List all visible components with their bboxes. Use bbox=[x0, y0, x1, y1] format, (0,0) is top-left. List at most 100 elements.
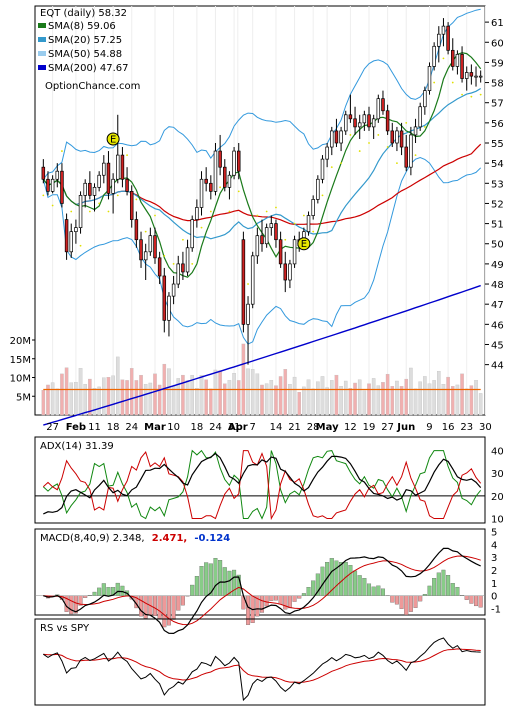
volume-bar bbox=[236, 380, 241, 416]
bollinger-bands bbox=[42, 8, 482, 345]
parabolic-dot bbox=[200, 226, 203, 229]
parabolic-dot bbox=[237, 190, 240, 193]
volume-bar bbox=[316, 381, 320, 416]
volume-bar bbox=[92, 388, 97, 416]
candle-body bbox=[385, 110, 390, 132]
volume-bar bbox=[367, 383, 371, 416]
x-tick-label: 16 bbox=[442, 422, 455, 433]
volume-bar bbox=[167, 368, 171, 416]
volume-bar bbox=[125, 380, 129, 416]
parabolic-dot bbox=[154, 214, 156, 217]
volume-bar bbox=[106, 377, 111, 416]
candle-body bbox=[250, 255, 255, 305]
macd-histogram-bar bbox=[269, 595, 274, 601]
candle-body bbox=[334, 130, 339, 144]
volume-bar bbox=[246, 368, 250, 416]
parabolic-dot bbox=[228, 210, 231, 213]
volume-bar bbox=[129, 368, 134, 416]
candle-body bbox=[153, 235, 157, 259]
candle-body bbox=[395, 130, 399, 144]
parabolic-dot bbox=[61, 150, 63, 152]
volume-bar bbox=[50, 382, 55, 416]
parabolic-dot bbox=[247, 283, 249, 285]
candle-body bbox=[399, 130, 404, 148]
candles bbox=[41, 18, 483, 365]
candle-body bbox=[423, 90, 427, 108]
price-tick-label: 51 bbox=[491, 220, 504, 231]
volume-bar bbox=[320, 376, 325, 416]
parabolic-dot bbox=[396, 162, 398, 165]
price-tick-label: 50 bbox=[491, 240, 504, 251]
macd-histogram-bar bbox=[464, 595, 469, 600]
watermark: OptionChance.com bbox=[45, 81, 140, 92]
volume-bar bbox=[78, 368, 83, 416]
volume-bar bbox=[190, 374, 194, 416]
legend-label-sma8: SMA(8) 59.06 bbox=[48, 21, 116, 32]
volume-bar bbox=[143, 384, 148, 416]
candle-body bbox=[83, 182, 87, 196]
x-tick-label: 19 bbox=[363, 422, 376, 433]
candle-body bbox=[437, 33, 441, 47]
candle-body bbox=[134, 219, 139, 241]
candle-body bbox=[474, 75, 478, 78]
x-tick-label: 9 bbox=[426, 422, 432, 433]
plus-di-line bbox=[42, 449, 482, 520]
candle-body bbox=[441, 25, 446, 35]
macd-histogram-bar bbox=[436, 572, 441, 596]
volume-bar bbox=[227, 380, 232, 416]
adx-tick-label: 10 bbox=[491, 514, 504, 525]
candle-body bbox=[316, 178, 320, 200]
candle-body bbox=[116, 154, 120, 180]
macd-histogram-bar bbox=[450, 583, 455, 596]
macd-histogram-bar bbox=[287, 595, 292, 609]
macd-tick-label: 4 bbox=[491, 540, 497, 551]
parabolic-dot bbox=[433, 81, 436, 84]
volume-bar bbox=[213, 369, 218, 416]
parabolic-dot bbox=[479, 93, 482, 96]
bollinger-upper-line bbox=[42, 8, 481, 180]
volume-bar bbox=[399, 386, 404, 416]
macd-histogram-bar bbox=[390, 595, 395, 603]
macd-histogram-bar bbox=[152, 595, 158, 616]
legend-label-sma20: SMA(20) 57.25 bbox=[48, 35, 122, 46]
candle-body bbox=[102, 162, 106, 176]
macd-lines: -1 0 1 2 3 45 bbox=[35, 528, 501, 635]
candle-body bbox=[339, 130, 343, 144]
candle-body bbox=[348, 114, 353, 120]
legend-label-sma50: SMA(50) 54.88 bbox=[48, 49, 122, 60]
volume-bar bbox=[334, 374, 339, 416]
parabolic-dot bbox=[275, 206, 277, 209]
candle-body bbox=[223, 166, 227, 188]
volume-bar bbox=[343, 380, 348, 416]
volume-bar bbox=[478, 393, 483, 416]
macd-title: MACD(8,40,9) 2.348, 2.471, -0.124 bbox=[40, 533, 230, 544]
candle-body bbox=[143, 251, 148, 261]
x-tick-label: 31 bbox=[228, 422, 241, 433]
volume-bar bbox=[218, 370, 222, 416]
rs-title: RS vs SPY bbox=[40, 623, 90, 634]
volume-bar bbox=[376, 385, 381, 416]
volume-bar bbox=[185, 380, 190, 416]
macd-histogram-bar bbox=[320, 566, 325, 596]
parabolic-dot bbox=[42, 194, 45, 197]
price-tick-label: 60 bbox=[491, 38, 504, 49]
parabolic-dot bbox=[265, 210, 268, 213]
candle-body bbox=[288, 263, 292, 281]
candle-body bbox=[232, 150, 236, 176]
volume-bar bbox=[250, 369, 255, 416]
volume-bar bbox=[195, 388, 199, 416]
macd-histogram-bar bbox=[408, 595, 413, 612]
volume-bar bbox=[148, 382, 153, 416]
candle-body bbox=[246, 303, 250, 325]
macd-histogram-bar bbox=[362, 578, 367, 596]
volume-bar bbox=[404, 378, 409, 416]
volume-bar bbox=[97, 386, 101, 416]
parabolic-dot bbox=[107, 210, 110, 213]
price-tick-label: 48 bbox=[491, 280, 504, 291]
parabolic-dot bbox=[293, 222, 296, 225]
x-tick-label: 10 bbox=[167, 422, 180, 433]
candle-body bbox=[111, 178, 115, 194]
volume-bar bbox=[241, 343, 246, 416]
volume-bar bbox=[455, 384, 460, 416]
parabolic-dot bbox=[330, 166, 333, 169]
